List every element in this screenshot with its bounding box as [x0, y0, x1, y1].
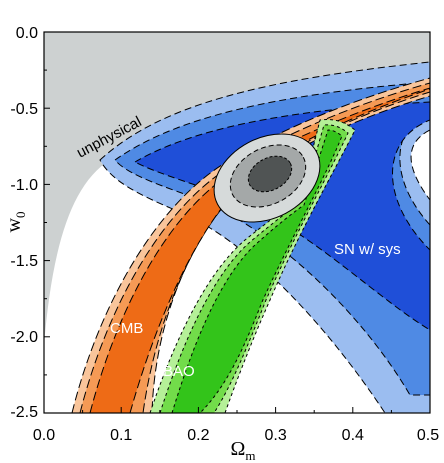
x-tick-label: 0.1 [110, 427, 132, 444]
y-tick-label: -1.5 [10, 253, 38, 270]
x-tick-label: 0.5 [417, 427, 439, 444]
bao-contour-1sigma [171, 129, 343, 413]
x-axis-label: Ωm [231, 438, 256, 463]
plot-area [44, 32, 430, 413]
x-ticks [82, 407, 392, 413]
y-tick-label: 0.0 [16, 25, 38, 42]
x-tick-label: 0.4 [342, 427, 364, 444]
y-axis-label: w0 [3, 212, 28, 233]
combined-contour-1sigma [247, 155, 293, 193]
y-tick-label: -2.5 [10, 404, 38, 421]
x-tick-label: 0.3 [264, 427, 286, 444]
y-tick-label: -2.0 [10, 329, 38, 346]
x-tick-label: 0.0 [33, 427, 55, 444]
x-tick-labels: 0.0 0.1 0.2 0.3 0.4 0.5 [33, 427, 439, 444]
y-ticks [44, 69, 50, 376]
y-tick-labels: 0.0 -0.5 -1.0 -1.5 -2.0 -2.5 [10, 25, 38, 421]
sn-label: SN w/ sys [334, 241, 401, 258]
cmb-label: CMB [110, 320, 143, 337]
y-tick-label: -1.0 [10, 177, 38, 194]
y-tick-label: -0.5 [10, 101, 38, 118]
bao-label: BAO [163, 363, 195, 380]
cmb-contour-1sigma [89, 87, 430, 413]
unphysical-region [44, 32, 430, 345]
x-tick-label: 0.2 [187, 427, 209, 444]
